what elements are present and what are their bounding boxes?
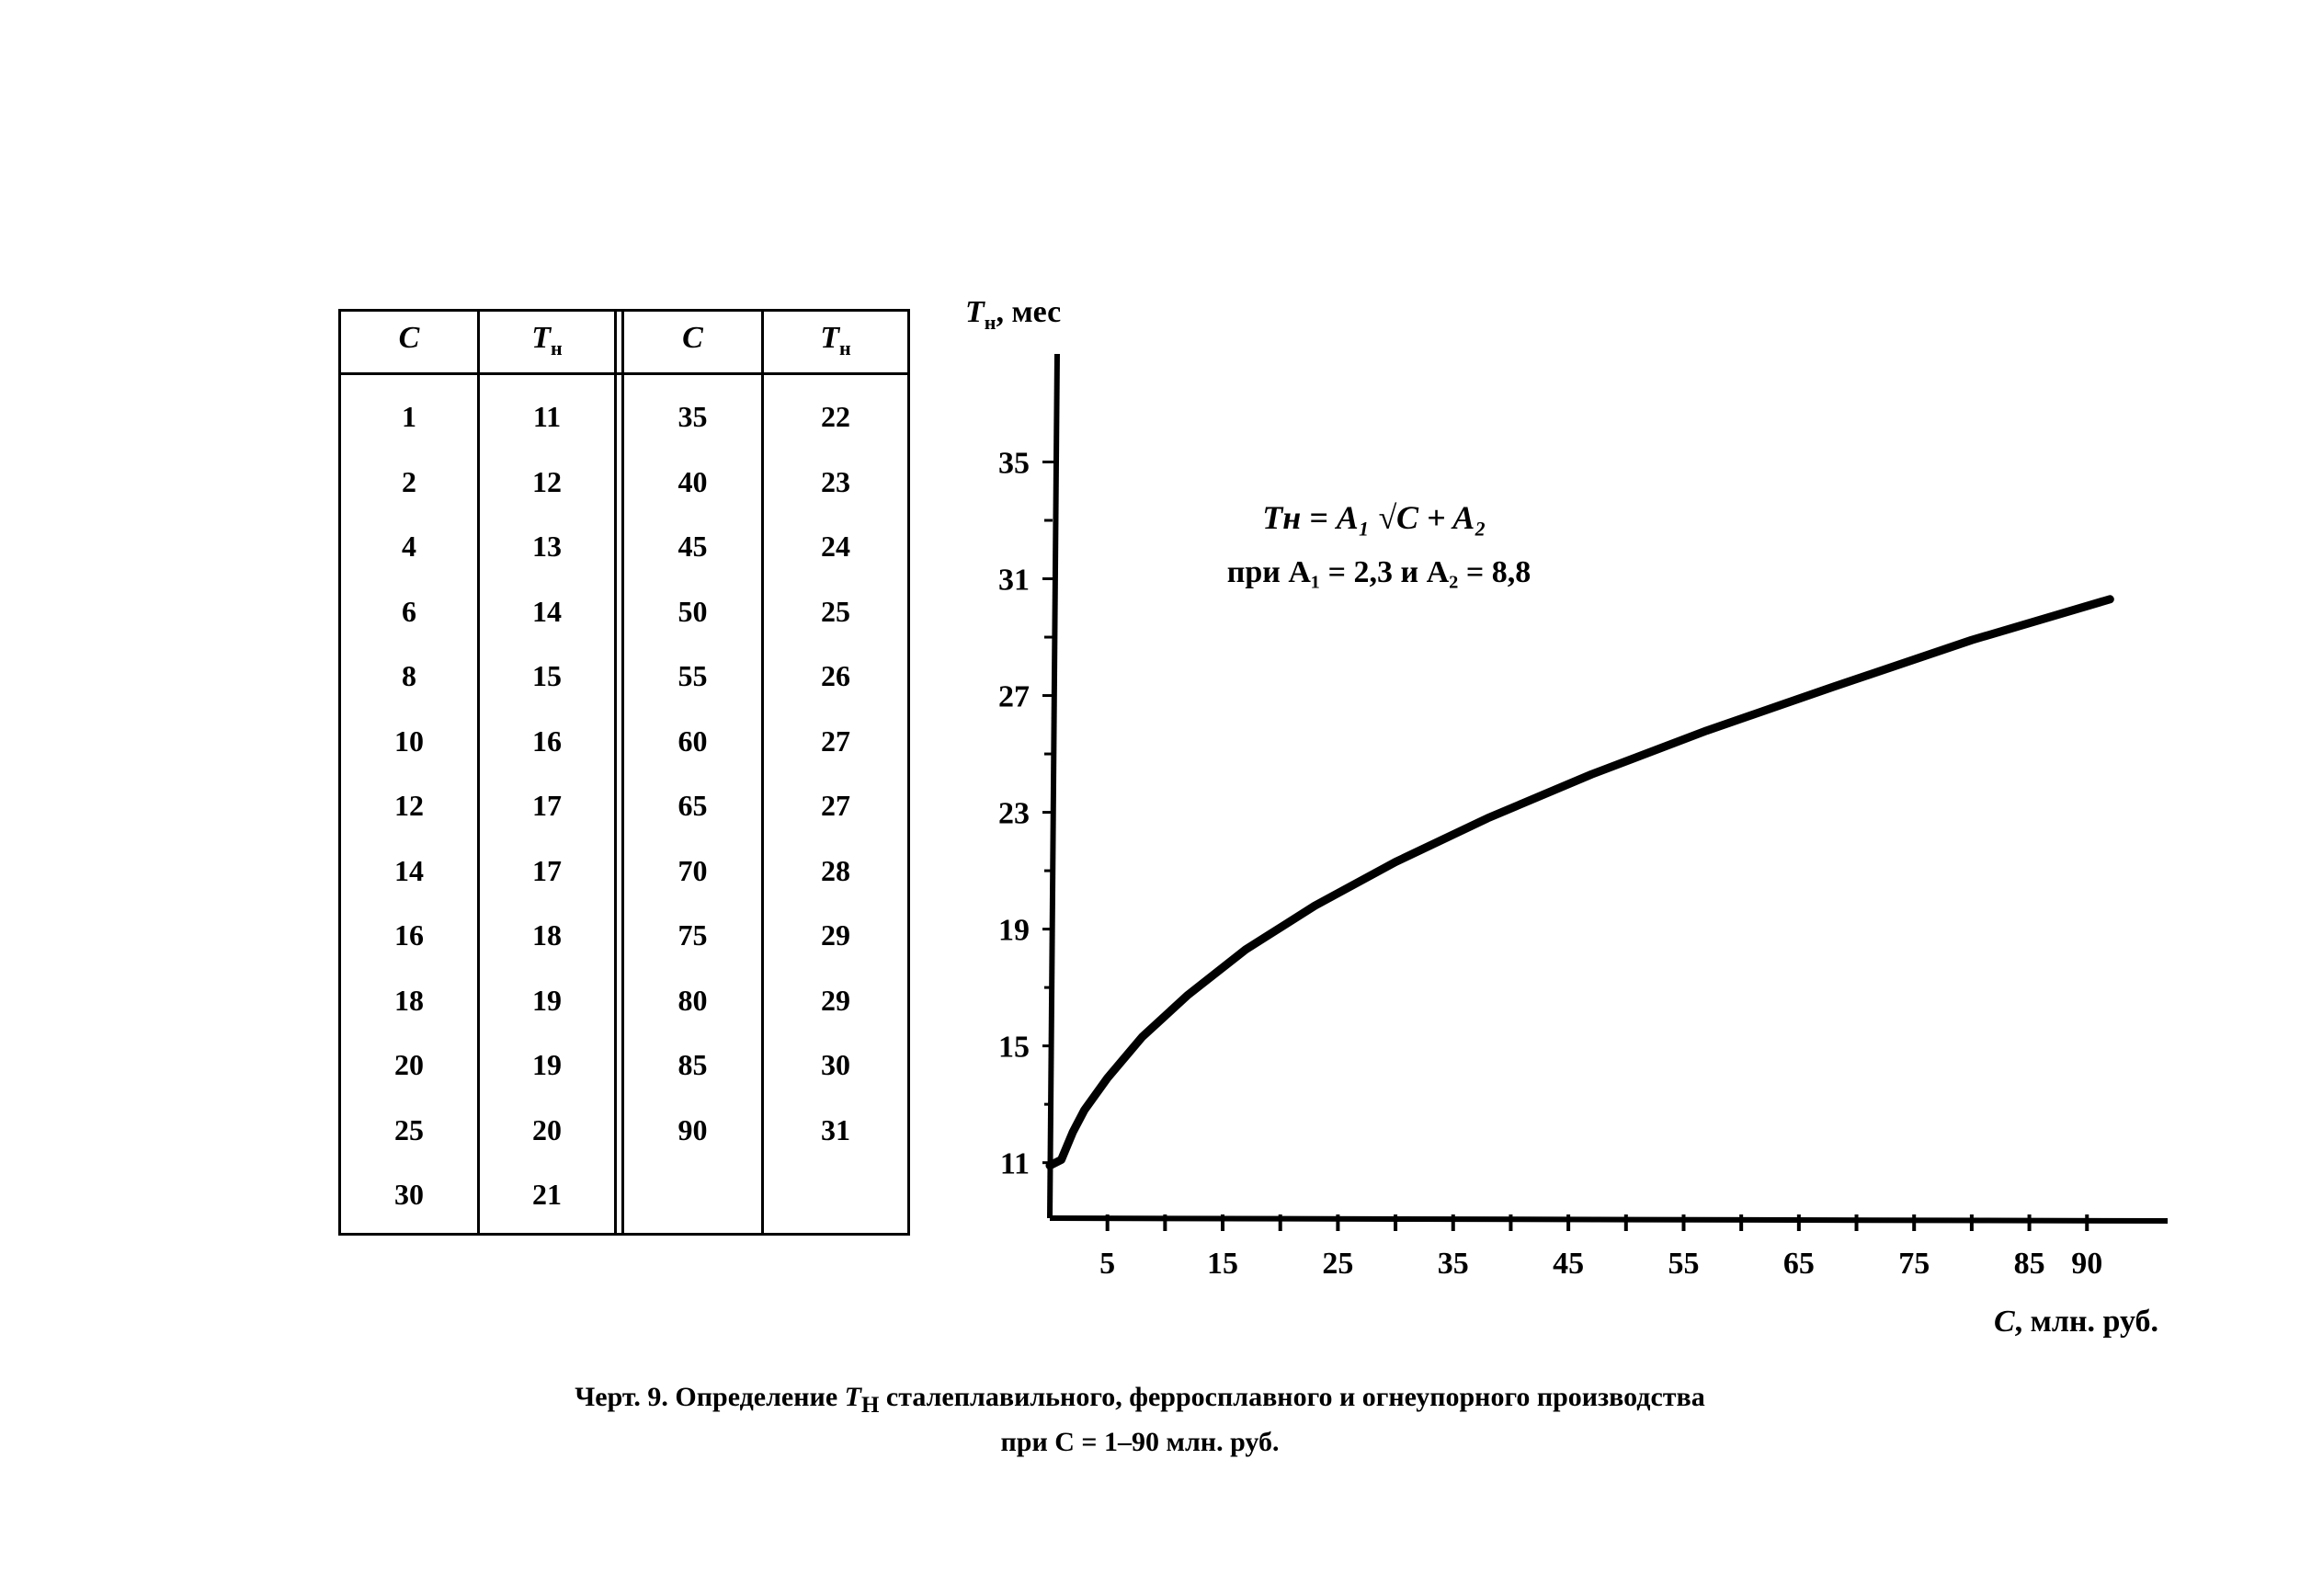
- table-cell: 18: [394, 983, 424, 1017]
- table-cell: 1: [402, 400, 416, 433]
- table-cell: 12: [394, 789, 424, 822]
- table-cell: 27: [821, 789, 850, 822]
- table-cell: 30: [821, 1048, 850, 1081]
- table-cell: 23: [821, 464, 850, 498]
- table-cell: 19: [532, 983, 562, 1017]
- table-cell: 17: [532, 789, 562, 822]
- table-cell: 90: [677, 1112, 708, 1146]
- caption-line-1: Черт. 9. Определение TН сталеплавильного…: [575, 1382, 1705, 1418]
- table-cell: 24: [821, 530, 850, 563]
- column-t-left: Тн 11 12 13 14 15 16 17 17 18 19 19 20 21: [480, 312, 614, 1233]
- column-divider-double-a: [614, 312, 617, 1233]
- table-cell: 20: [394, 1048, 424, 1081]
- x-axis-label: C, млн. руб.: [1994, 1305, 2158, 1339]
- column-header: Тн: [531, 321, 563, 359]
- table-cell: 21: [532, 1178, 562, 1211]
- y-axis-label: Tн, мес: [965, 295, 1061, 334]
- y-tick-label: 23: [998, 797, 1030, 831]
- table-cell: 85: [677, 1048, 708, 1081]
- formula-line-2: при A₁ = 2,3 и A₂ = 8,8: [1227, 555, 1531, 589]
- table-cell: 17: [532, 853, 562, 887]
- table-cell: 29: [821, 983, 850, 1017]
- y-ticks: 11 15 19 23 27 31 35: [998, 447, 1053, 1181]
- table-cell: 22: [821, 400, 850, 433]
- formula-line-1: Tн = A₁ √C + A₂: [1262, 499, 1486, 536]
- table-cell: 40: [677, 464, 708, 498]
- table-cell: 4: [402, 530, 416, 563]
- table-cell: 29: [821, 918, 850, 952]
- table-cell: 18: [532, 918, 562, 952]
- column-divider-double-b: [621, 312, 624, 1233]
- table-cell: 31: [821, 1112, 850, 1146]
- y-tick-label: 27: [998, 680, 1030, 714]
- table-cell: 13: [532, 530, 562, 563]
- y-axis-line: [1047, 353, 1060, 1219]
- y-tick-label: 31: [998, 564, 1030, 598]
- table-cell: 35: [677, 400, 708, 433]
- table-cell: 28: [821, 853, 850, 887]
- x-tick-label: 65: [1783, 1247, 1815, 1281]
- table-cell: 25: [394, 1112, 424, 1146]
- table-cell: 10: [394, 724, 424, 758]
- curve: [1045, 595, 2114, 1170]
- table-cell: 70: [677, 853, 708, 887]
- y-tick-label: 19: [998, 914, 1030, 948]
- x-tick-label: 85: [2014, 1247, 2045, 1281]
- x-tick-label: 75: [1898, 1247, 1930, 1281]
- table-cell: 25: [821, 594, 850, 628]
- table-cell: 26: [821, 659, 850, 692]
- table-cell: 14: [532, 594, 562, 628]
- x-ticks: 5 15 25 35 45 55 65 75 85 90: [1099, 1214, 2102, 1281]
- table-cell: 80: [677, 983, 708, 1017]
- column-header: C: [682, 321, 703, 355]
- table-cell: 50: [677, 594, 708, 628]
- table-cell: 2: [402, 464, 416, 498]
- table-cell: 65: [677, 789, 708, 822]
- x-tick-label: 15: [1207, 1247, 1238, 1281]
- table-cell: 16: [394, 918, 424, 952]
- table-cell: 15: [532, 659, 562, 692]
- header-divider: [341, 372, 907, 375]
- series-line: [1045, 595, 2114, 1170]
- table-cell: 60: [677, 724, 708, 758]
- x-tick-label: 25: [1322, 1247, 1353, 1281]
- column-header: Тн: [820, 321, 851, 359]
- column-c-right: C 35 40 45 50 55 60 65 70 75 80 85 90: [624, 312, 761, 1233]
- table-cell: 8: [402, 659, 416, 692]
- table-cell: 19: [532, 1048, 562, 1081]
- y-tick-label: 15: [998, 1031, 1030, 1065]
- table-cell: 12: [532, 464, 562, 498]
- table-cell: 75: [677, 918, 708, 952]
- x-tick-label: 5: [1099, 1247, 1115, 1281]
- x-tick-label: 35: [1438, 1247, 1469, 1281]
- column-divider: [477, 312, 480, 1233]
- y-tick-label: 35: [998, 447, 1030, 481]
- column-t-right: Тн 22 23 24 25 26 27 27 28 29 29 30 31: [764, 312, 907, 1233]
- x-axis-label-text: C, млн. руб.: [1994, 1305, 2158, 1339]
- table-cell: 20: [532, 1112, 562, 1146]
- x-tick-label: 90: [2071, 1247, 2102, 1281]
- table-cell: 27: [821, 724, 850, 758]
- table-cell: 30: [394, 1178, 424, 1211]
- data-table: C 1 2 4 6 8 10 12 14 16 18 20 25 30 Тн 11 12 13 14 15 16 1…: [338, 309, 910, 1236]
- table-cell: 45: [677, 530, 708, 563]
- column-c-left: C 1 2 4 6 8 10 12 14 16 18 20 25 30: [341, 312, 477, 1233]
- column-divider: [761, 312, 764, 1233]
- table-cell: 6: [402, 594, 416, 628]
- line-chart: Tн, мес C, млн. руб. 11 15 19 23 27 31 35 5 15 2…: [965, 295, 2169, 1339]
- axes: [1047, 353, 2169, 1224]
- caption-line-2: при C = 1–90 млн. руб.: [1000, 1427, 1280, 1457]
- x-tick-label: 45: [1553, 1247, 1584, 1281]
- y-axis-label-text: Tн, мес: [965, 295, 1061, 334]
- column-header: C: [398, 321, 420, 355]
- table-cell: 11: [532, 400, 562, 433]
- table-cell: 14: [394, 853, 424, 887]
- y-tick-label: 11: [1000, 1147, 1030, 1181]
- figure-caption: Черт. 9. Определение TН сталеплавильного…: [349, 1379, 1930, 1461]
- x-tick-label: 55: [1668, 1247, 1699, 1281]
- table-cell: 16: [532, 724, 562, 758]
- table-cell: 55: [677, 659, 708, 692]
- formula: Tн = A₁ √C + A₂ при A₁ = 2,3 и A₂ = 8,8: [1227, 499, 1531, 589]
- x-axis-line: [1049, 1215, 2169, 1224]
